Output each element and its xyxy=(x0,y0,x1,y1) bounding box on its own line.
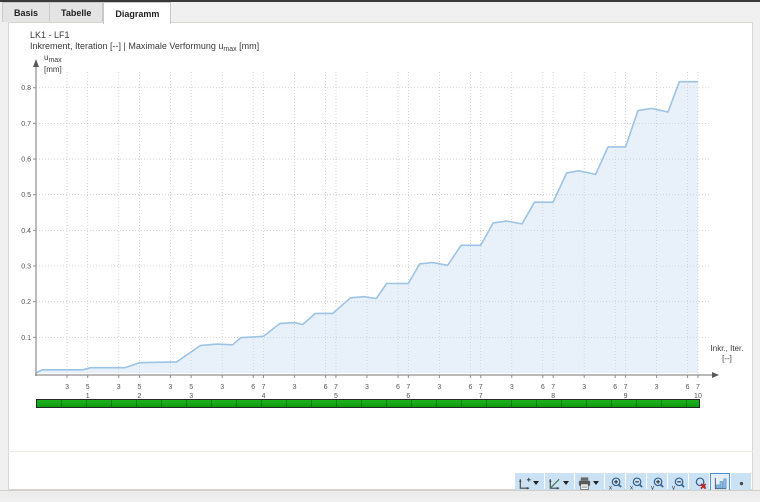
chart-title: LK1 - LF1 xyxy=(30,30,70,40)
svg-text:7: 7 xyxy=(262,384,266,391)
y-axis-label: umax [mm] xyxy=(44,53,62,74)
histogram-icon xyxy=(713,476,728,491)
status-strip xyxy=(0,490,760,498)
svg-text:9: 9 xyxy=(624,393,628,400)
panel-divider xyxy=(8,451,753,452)
svg-text:y: y xyxy=(671,484,675,490)
svg-text:7: 7 xyxy=(479,393,483,400)
zoom-out-y-button[interactable]: y xyxy=(668,473,688,493)
dropdown-caret-icon xyxy=(533,481,539,485)
dot-icon xyxy=(734,476,749,491)
magnifier-minus-y-icon: y xyxy=(671,476,686,491)
svg-text:6: 6 xyxy=(541,384,545,391)
svg-text:3: 3 xyxy=(293,384,297,391)
svg-text:7: 7 xyxy=(551,384,555,391)
zoom-out-x-button[interactable]: x xyxy=(626,473,646,493)
svg-text:3: 3 xyxy=(437,384,441,391)
svg-text:7: 7 xyxy=(334,384,338,391)
tab-diagramm[interactable]: Diagramm xyxy=(103,2,172,24)
svg-text:3: 3 xyxy=(582,384,586,391)
print-button[interactable] xyxy=(575,473,604,493)
svg-text:3: 3 xyxy=(169,384,173,391)
svg-text:6: 6 xyxy=(251,384,255,391)
tab-bar: Basis Tabelle Diagramm xyxy=(2,2,172,24)
printer-icon xyxy=(577,476,592,491)
svg-text:3: 3 xyxy=(189,393,193,400)
svg-text:0.1: 0.1 xyxy=(21,335,31,342)
svg-text:x: x xyxy=(629,484,632,490)
svg-text:1: 1 xyxy=(86,393,90,400)
svg-text:3: 3 xyxy=(65,384,69,391)
svg-text:5: 5 xyxy=(86,384,90,391)
svg-text:5: 5 xyxy=(334,393,338,400)
window-top-edge xyxy=(0,0,760,2)
svg-text:3: 3 xyxy=(220,384,224,391)
svg-text:8: 8 xyxy=(551,393,555,400)
svg-text:6: 6 xyxy=(324,384,328,391)
svg-text:y: y xyxy=(650,484,654,490)
svg-text:7: 7 xyxy=(479,384,483,391)
zoom-in-x-button[interactable]: x xyxy=(605,473,625,493)
magnifier-plus-x-icon: x xyxy=(608,476,623,491)
tab-tabelle[interactable]: Tabelle xyxy=(50,2,104,22)
svg-text:4: 4 xyxy=(262,393,266,400)
svg-text:0.3: 0.3 xyxy=(21,264,31,271)
dropdown-caret-icon xyxy=(593,481,599,485)
svg-text:0.6: 0.6 xyxy=(21,157,31,164)
diagram-points-settings-button[interactable] xyxy=(515,473,544,493)
point-view-button[interactable] xyxy=(731,473,751,493)
diagram-panel xyxy=(8,22,753,490)
svg-text:6: 6 xyxy=(468,384,472,391)
svg-text:0.7: 0.7 xyxy=(21,121,31,128)
svg-text:7: 7 xyxy=(696,384,700,391)
svg-text:3: 3 xyxy=(365,384,369,391)
magnifier-plus-y-icon: y xyxy=(650,476,665,491)
svg-text:5: 5 xyxy=(189,384,193,391)
magnifier-minus-x-icon: x xyxy=(629,476,644,491)
svg-text:3: 3 xyxy=(510,384,514,391)
svg-text:6: 6 xyxy=(406,393,410,400)
svg-text:6: 6 xyxy=(396,384,400,391)
svg-text:6: 6 xyxy=(686,384,690,391)
svg-text:3: 3 xyxy=(117,384,121,391)
tab-basis[interactable]: Basis xyxy=(2,2,51,22)
svg-text:3: 3 xyxy=(655,384,659,391)
diagram-curve-settings-button[interactable] xyxy=(545,473,574,493)
dropdown-caret-icon xyxy=(563,481,569,485)
svg-text:0.2: 0.2 xyxy=(21,299,31,306)
svg-text:0.8: 0.8 xyxy=(21,85,31,92)
svg-text:7: 7 xyxy=(406,384,410,391)
axes-line-icon xyxy=(547,476,562,491)
chart-subtitle: Inkrement, Iteration [--] | Maximale Ver… xyxy=(30,41,260,53)
zoom-in-y-button[interactable]: y xyxy=(647,473,667,493)
zoom-reset-button[interactable] xyxy=(689,473,709,493)
x-axis-label: Inkr., Iter. [--] xyxy=(710,344,744,363)
progress-bar xyxy=(36,399,700,408)
svg-text:5: 5 xyxy=(137,384,141,391)
svg-text:0.5: 0.5 xyxy=(21,192,31,199)
svg-text:7: 7 xyxy=(624,384,628,391)
svg-text:6: 6 xyxy=(613,384,617,391)
magnifier-cancel-icon xyxy=(692,476,707,491)
axes-plus-icon xyxy=(517,476,532,491)
svg-text:10: 10 xyxy=(694,393,702,400)
svg-text:x: x xyxy=(608,484,611,490)
svg-text:0.4: 0.4 xyxy=(21,228,31,235)
svg-text:2: 2 xyxy=(137,393,141,400)
